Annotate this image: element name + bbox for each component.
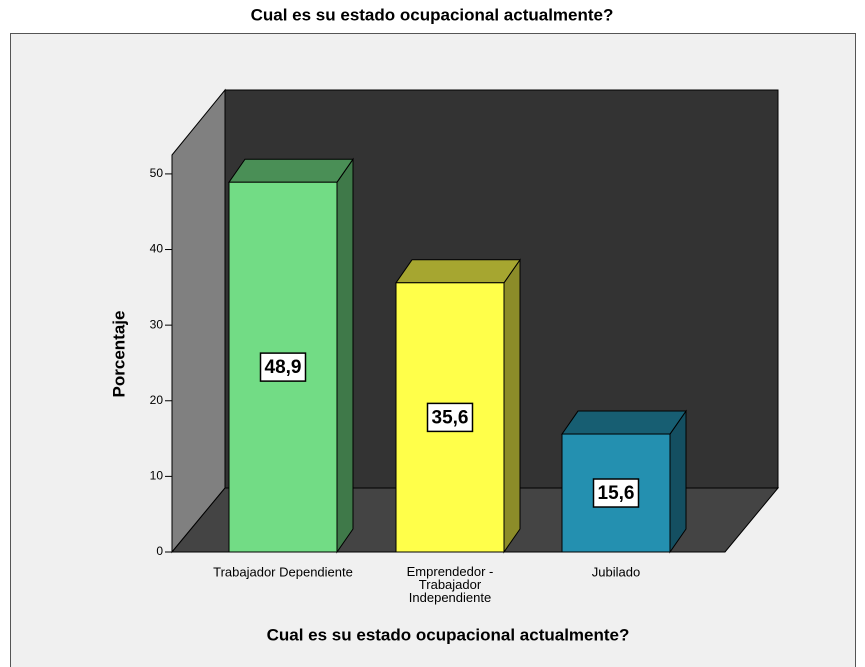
- bar-top: [561, 410, 687, 435]
- x-axis-title: Cual es su estado ocupacional actualment…: [267, 625, 630, 644]
- value-label-box: [259, 352, 307, 382]
- y-tick-label: 30: [150, 317, 164, 331]
- side-wall: [171, 88, 226, 554]
- bar-top: [228, 158, 354, 183]
- x-tick-label: Jubilado: [592, 564, 640, 579]
- y-tick-label: 40: [150, 242, 164, 256]
- x-tick-label: Emprendedor -Trabajador Independiente: [407, 564, 494, 605]
- chart-title: Cual es su estado ocupacional actualment…: [251, 5, 614, 24]
- value-label: 35,6: [432, 407, 469, 428]
- y-tick-label: 0: [156, 544, 163, 558]
- bar-side: [669, 409, 687, 554]
- y-tick-label: 20: [150, 393, 164, 407]
- x-tick-label: Trabajador Dependiente: [213, 564, 353, 579]
- value-label: 48,9: [265, 357, 302, 378]
- bar-top: [395, 259, 521, 284]
- y-tick-label: 10: [150, 469, 164, 483]
- value-label-box: [592, 478, 640, 508]
- bar-side: [503, 258, 521, 554]
- y-tick-label: 50: [150, 166, 164, 180]
- y-axis-title: Porcentaje: [109, 311, 128, 398]
- value-label: 15,6: [598, 483, 635, 504]
- value-label-box: [426, 402, 474, 433]
- bar-side: [336, 157, 354, 554]
